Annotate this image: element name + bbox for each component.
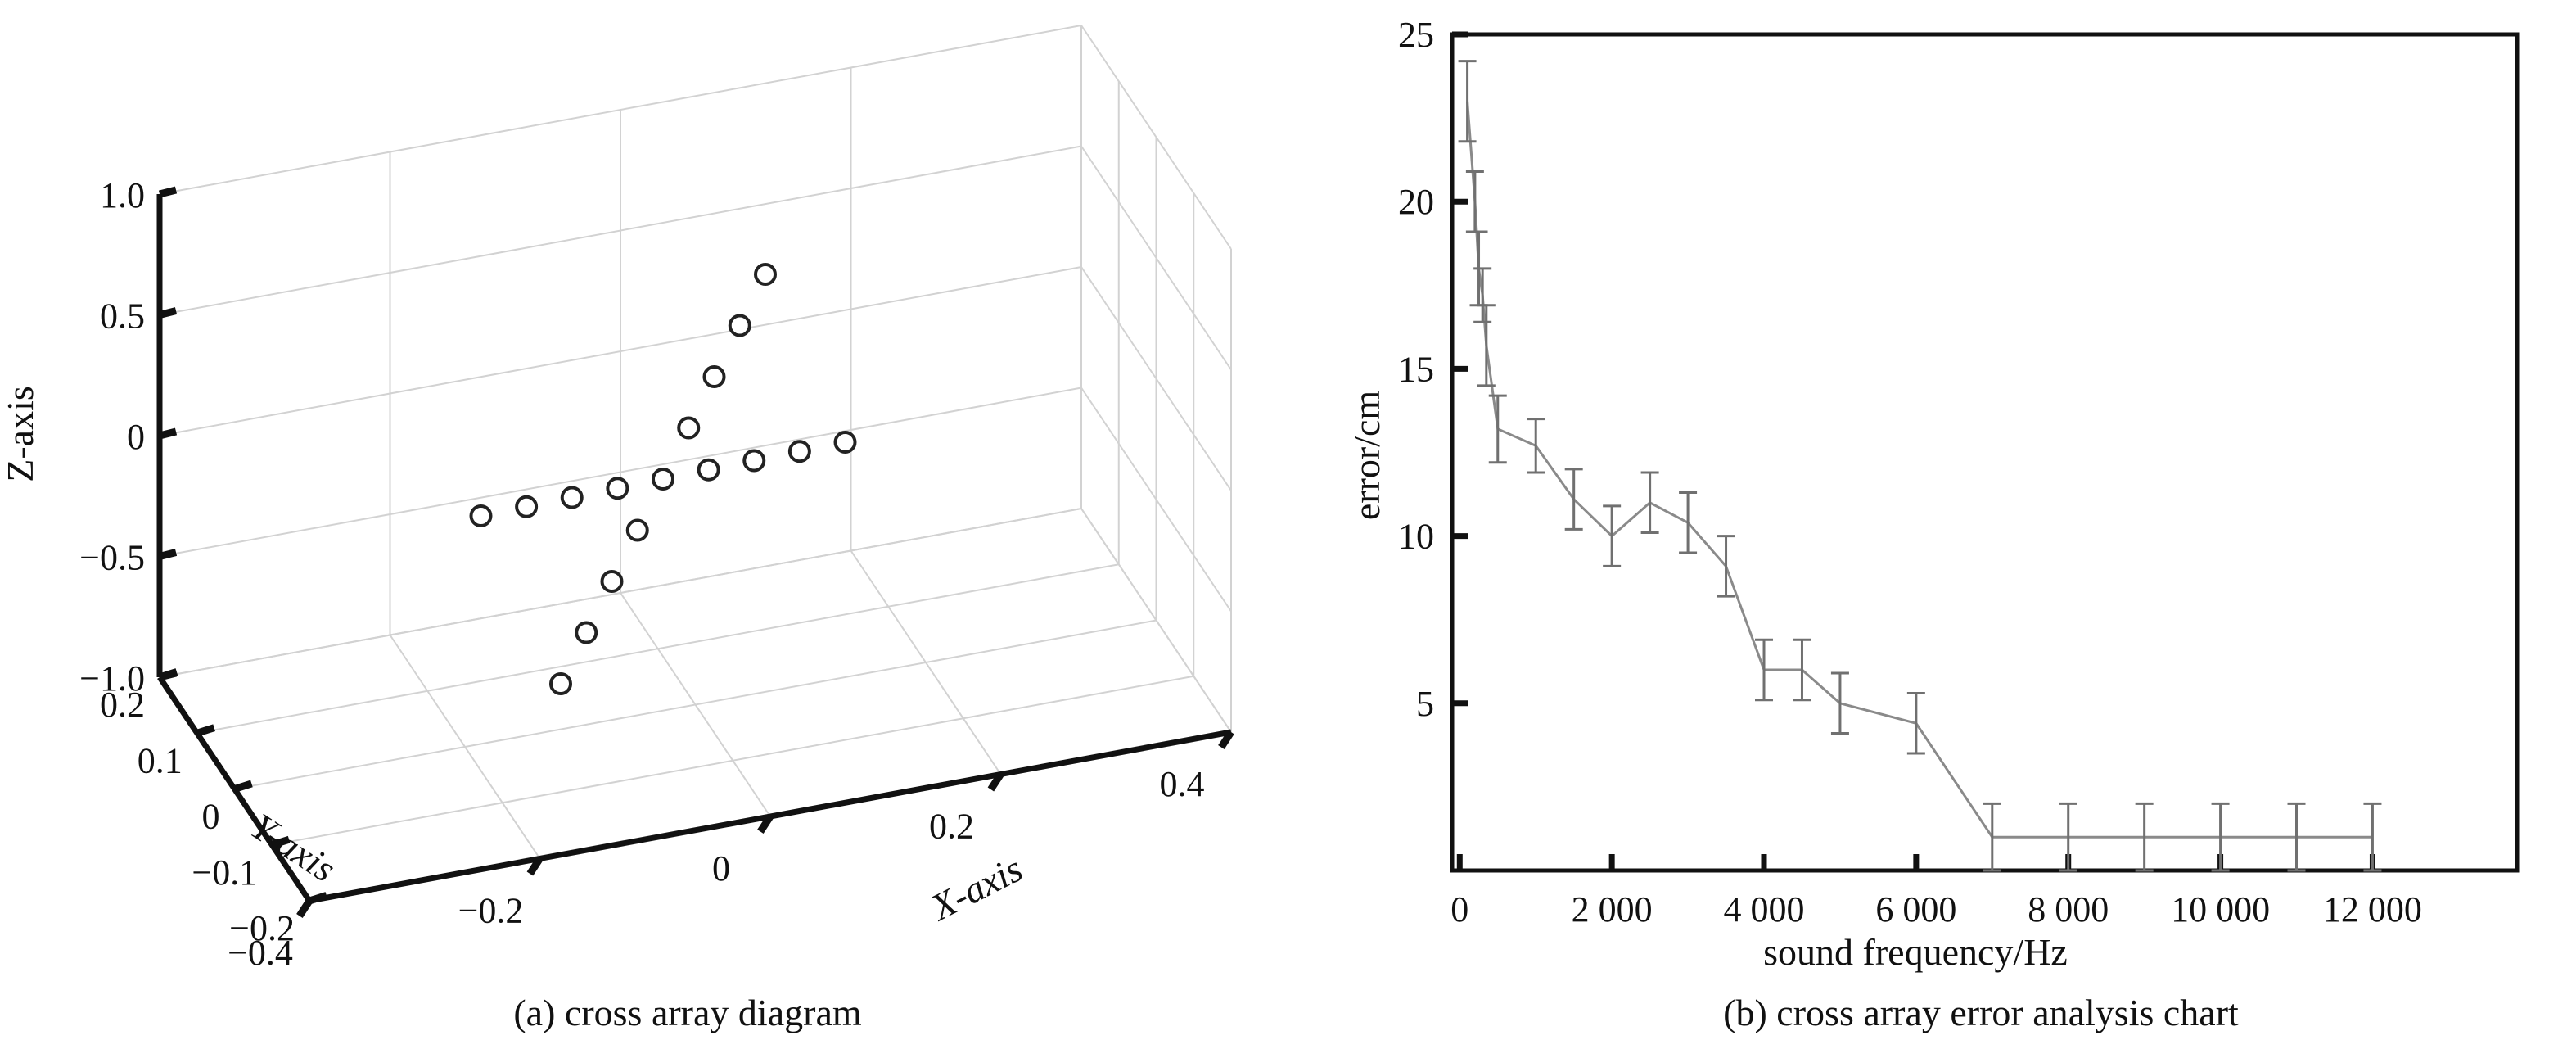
a-point <box>625 518 649 542</box>
a-point <box>677 416 701 440</box>
a-point <box>702 365 726 388</box>
b-y-tick-label: 10 <box>1398 517 1434 557</box>
b-series-line <box>1466 101 2373 839</box>
a-points <box>469 263 857 695</box>
b-tick-labels: 0 2 000 4 000 6 000 8 000 10 000 12 000 5 10 15 20… <box>1398 15 2422 929</box>
a-point <box>652 468 674 491</box>
a-z-tick <box>158 186 178 198</box>
a-grid-line <box>159 508 1082 678</box>
a-y-tick-label: 0.2 <box>100 685 145 725</box>
a-grid-line <box>234 619 1157 790</box>
a-x-tick <box>296 898 313 918</box>
a-grid-line <box>159 25 1082 195</box>
a-x-tick <box>757 814 774 834</box>
a-grid-line <box>159 145 1082 316</box>
b-ticks <box>1452 31 2375 870</box>
a-z-tick <box>158 549 178 560</box>
a-point <box>549 672 572 695</box>
a-y-tick <box>196 724 216 737</box>
b-x-tick-label: 10 000 <box>2171 889 2270 929</box>
a-x-tick-label: −0.2 <box>458 891 524 931</box>
a-point <box>515 495 539 518</box>
a-x-tick <box>1218 730 1234 749</box>
a-x-tick <box>526 857 544 876</box>
a-tick-labels: −0.4−0.200.20.4−0.2−0.100.10.2−1.0−0.500… <box>79 175 1204 973</box>
a-grid-line <box>159 387 1082 558</box>
b-y-tick-label: 20 <box>1398 182 1434 222</box>
a-y-tick-label: 0 <box>202 797 220 837</box>
a-grid-line <box>1080 145 1232 371</box>
b-x-tick-label: 4 000 <box>1724 889 1805 929</box>
b-y-tick-label: 5 <box>1416 684 1434 724</box>
b-x-tick-label: 8 000 <box>2028 889 2109 929</box>
a-point <box>606 477 629 500</box>
a-x-tick-label: 0.4 <box>1160 764 1205 804</box>
a-y-tick <box>270 835 291 849</box>
b-caption: (b) cross array error analysis chart <box>1723 992 2239 1033</box>
a-caption: (a) cross array diagram <box>513 992 861 1033</box>
a-point <box>600 570 624 593</box>
a-axes <box>156 194 1232 904</box>
a-point <box>560 486 584 509</box>
b-x-tick-label: 2 000 <box>1572 889 1653 929</box>
a-grid-line <box>272 675 1194 846</box>
a-zlabel: Z-axis <box>0 386 41 482</box>
a-ticks <box>158 186 1234 918</box>
a-z-tick-label: −0.5 <box>79 538 145 578</box>
b-ylabel: error/cm <box>1346 391 1387 521</box>
a-grid-line <box>1080 387 1232 613</box>
a-grid-line <box>1080 25 1232 250</box>
a-x-tick-label: 0.2 <box>929 807 974 847</box>
a-y-tick <box>233 780 253 793</box>
a-x-tick-label: −0.4 <box>228 933 293 973</box>
b-x-tick-label: 12 000 <box>2323 889 2422 929</box>
b-y-tick-label: 25 <box>1398 15 1434 55</box>
a-z-tick-label: 0.5 <box>100 296 145 337</box>
a-y-tick-label: −0.1 <box>192 852 257 893</box>
a-y-tick <box>308 892 328 905</box>
a-grid-line <box>1080 266 1232 491</box>
a-grid-line <box>196 563 1119 735</box>
a-point <box>469 504 493 527</box>
panel-b-line-chart: 0 2 000 4 000 6 000 8 000 10 000 12 000 5 10 15 20… <box>1346 15 2520 1033</box>
a-z-tick <box>158 307 178 319</box>
b-x-tick-label: 0 <box>1450 889 1468 929</box>
a-point <box>575 621 598 644</box>
a-y-tick-label: −0.2 <box>229 908 295 948</box>
a-point <box>742 449 766 473</box>
a-point <box>787 440 811 463</box>
a-y-tick-label: 0.1 <box>138 740 183 780</box>
b-xlabel: sound frequency/Hz <box>1763 931 2068 973</box>
a-grid-line <box>159 266 1082 436</box>
a-grid <box>159 25 1232 902</box>
a-z-tick <box>158 427 178 440</box>
a-z-tick-label: −1.0 <box>79 658 145 699</box>
a-x-tick <box>987 772 1004 792</box>
a-xlabel: X-axis <box>923 848 1029 929</box>
a-point <box>754 263 777 286</box>
panel-a-3d-chart: −0.4−0.200.20.4−0.2−0.100.10.2−1.0−0.500… <box>0 25 1234 1033</box>
a-z-tick-label: 0 <box>127 417 145 457</box>
a-z-tick <box>158 669 178 681</box>
a-point <box>833 431 857 454</box>
a-point <box>728 314 751 337</box>
a-grid-line <box>1080 508 1232 733</box>
a-z-tick-label: 1.0 <box>100 175 145 215</box>
a-x-tick-label: 0 <box>712 848 730 888</box>
b-x-tick-label: 6 000 <box>1875 889 1956 929</box>
b-plot-frame <box>1450 32 2520 873</box>
a-point <box>697 458 720 482</box>
b-series <box>1458 60 2382 872</box>
b-y-tick-label: 15 <box>1398 349 1434 389</box>
